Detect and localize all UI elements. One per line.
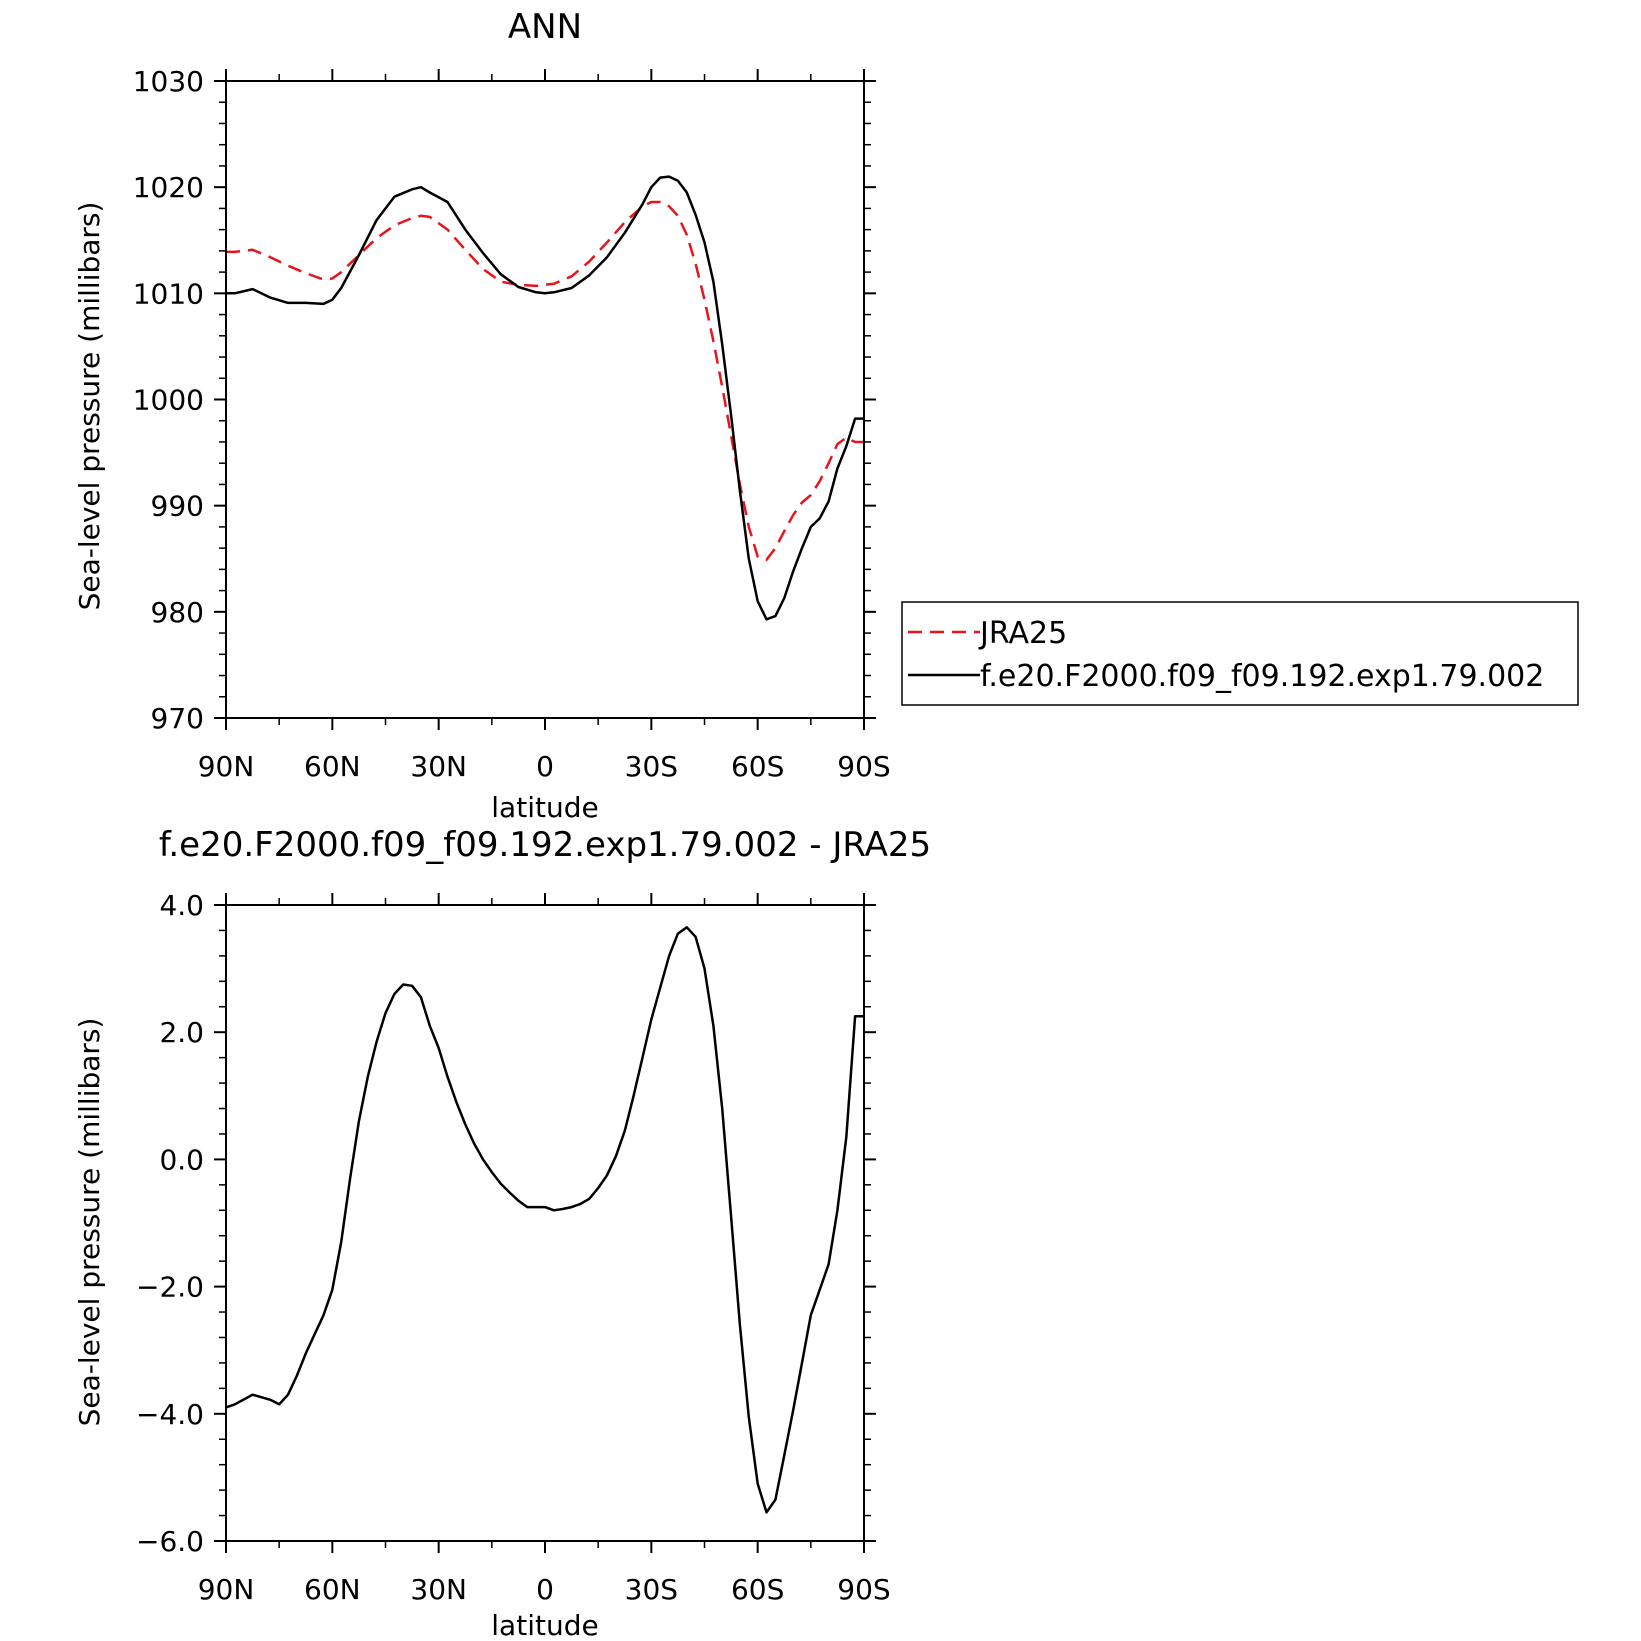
bottom-x-axis-label: latitude <box>491 1609 598 1641</box>
top-plot-area: 90N 60N 30N 0 30S 60S 90S 1030 1020 1010 1000 990 98… <box>133 65 891 783</box>
bottom-y-tick-label: 2.0 <box>159 1016 204 1049</box>
bottom-y-tick-label: −4.0 <box>136 1398 204 1431</box>
legend-box <box>901 601 1579 706</box>
top-x-tick-label: 90N <box>198 750 255 783</box>
legend-entry-jra25: JRA25 <box>908 616 1067 651</box>
legend-label-jra25: JRA25 <box>978 616 1067 651</box>
bottom-x-tick-label: 30S <box>625 1573 678 1606</box>
top-y-tick-label: 970 <box>151 702 204 735</box>
top-y-tick-label: 980 <box>151 596 204 629</box>
bottom-panel: f.e20.F2000.f09_f09.192.exp1.79.002 - JR… <box>73 825 931 1641</box>
bottom-x-tick-label: 90S <box>837 1573 890 1606</box>
bottom-chart-title: f.e20.F2000.f09_f09.192.exp1.79.002 - JR… <box>159 825 931 865</box>
top-x-tick-label: 30S <box>625 750 678 783</box>
legend-entry-model: f.e20.F2000.f09_f09.192.exp1.79.002 <box>908 659 1544 694</box>
bottom-x-tick-label: 60N <box>304 1573 361 1606</box>
top-series-line-0 <box>226 200 864 562</box>
bottom-x-tick-label: 60S <box>731 1573 784 1606</box>
bottom-y-tick-label: −6.0 <box>136 1525 204 1558</box>
bottom-plot-frame <box>225 904 865 1542</box>
bottom-x-tick-label: 30N <box>410 1573 467 1606</box>
top-plot-frame <box>225 80 865 719</box>
top-y-axis-label: Sea-level pressure (millibars) <box>73 202 106 611</box>
top-y-tick-label: 990 <box>151 490 204 523</box>
bottom-y-tick-label: 4.0 <box>159 889 204 922</box>
bottom-x-tick-label: 90N <box>198 1573 255 1606</box>
bottom-series-line-0 <box>226 926 864 1514</box>
bottom-y-tick-label: 0.0 <box>159 1143 204 1176</box>
bottom-x-tick-label: 0 <box>536 1573 554 1606</box>
top-y-tick-label: 1020 <box>133 171 204 204</box>
bottom-plot-area: 90N 60N 30N 0 30S 60S 90S 4.0 2.0 0.0 −2.0 −4.0 −6.0 <box>136 889 891 1606</box>
legend-label-model: f.e20.F2000.f09_f09.192.exp1.79.002 <box>980 659 1544 694</box>
top-y-tick-label: 1000 <box>133 384 204 417</box>
top-y-tick-label: 1010 <box>133 277 204 310</box>
legend: JRA25 f.e20.F2000.f09_f09.192.exp1.79.00… <box>901 601 1579 706</box>
top-x-tick-label: 30N <box>410 750 467 783</box>
top-x-tick-label: 60S <box>731 750 784 783</box>
bottom-y-axis-label: Sea-level pressure (millibars) <box>73 1018 106 1427</box>
top-chart-title: ANN <box>508 7 582 47</box>
top-x-tick-label: 60N <box>304 750 361 783</box>
top-x-tick-label: 0 <box>536 750 554 783</box>
top-panel: ANN 90N 60N 30N 0 30S 60S 90S10301020101010009… <box>73 7 891 824</box>
top-x-axis-label: latitude <box>491 791 598 824</box>
bottom-y-tick-label: −2.0 <box>136 1271 204 1304</box>
top-series-line-1 <box>226 175 864 621</box>
top-y-tick-label: 1030 <box>133 65 204 98</box>
top-x-tick-label: 90S <box>837 750 890 783</box>
